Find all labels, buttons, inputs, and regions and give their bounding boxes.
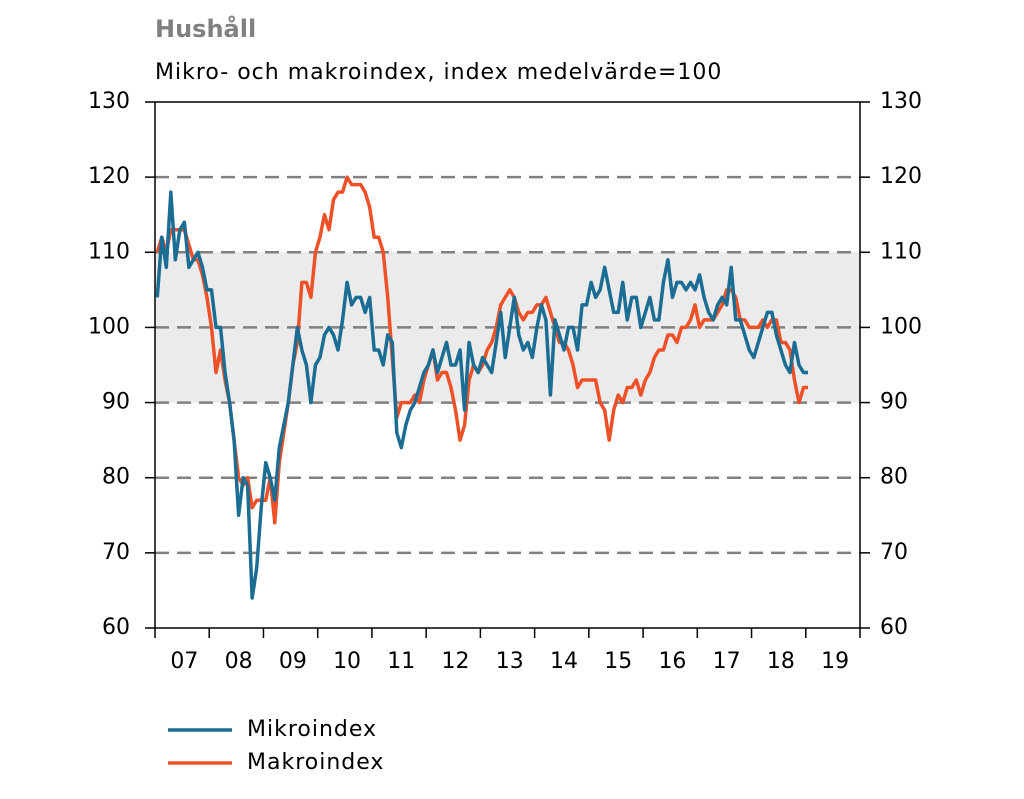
x-tick-label: 07 xyxy=(170,649,198,674)
y2-tick-label: 60 xyxy=(880,615,908,640)
y-tick-label: 120 xyxy=(88,164,130,189)
x-tick-label: 12 xyxy=(442,649,470,674)
y2-tick-label: 110 xyxy=(880,239,922,264)
x-tick-label: 10 xyxy=(333,649,361,674)
y-tick-label: 110 xyxy=(88,239,130,264)
y-tick-label: 100 xyxy=(88,314,130,339)
y-tick-label: 70 xyxy=(102,540,130,565)
x-tick-label: 11 xyxy=(387,649,415,674)
y2-tick-label: 120 xyxy=(880,164,922,189)
y2-tick-label: 100 xyxy=(880,314,922,339)
x-tick-label: 18 xyxy=(767,649,795,674)
series-line xyxy=(155,190,809,600)
y2-tick-label: 80 xyxy=(880,465,908,490)
x-tick-label: 17 xyxy=(713,649,741,674)
legend-label: Makroindex xyxy=(247,750,384,775)
x-tick-label: 19 xyxy=(821,649,849,674)
chart-subtitle: Mikro- och makroindex, index medelvärde=… xyxy=(155,60,722,85)
y2-tick-label: 130 xyxy=(880,89,922,114)
series-line xyxy=(155,175,809,525)
plot-frame xyxy=(154,101,861,629)
y-tick-label: 130 xyxy=(88,89,130,114)
x-tick-label: 13 xyxy=(496,649,524,674)
x-tick-label: 15 xyxy=(604,649,632,674)
x-tick-label: 09 xyxy=(279,649,307,674)
legend-label: Mikroindex xyxy=(247,717,377,742)
x-tick-label: 08 xyxy=(225,649,253,674)
y2-tick-label: 70 xyxy=(880,540,908,565)
x-tick-label: 16 xyxy=(658,649,686,674)
y2-tick-label: 90 xyxy=(880,390,908,415)
chart-title: Hushåll xyxy=(155,14,256,43)
y-tick-label: 90 xyxy=(102,390,130,415)
y-tick-label: 80 xyxy=(102,465,130,490)
y-tick-label: 60 xyxy=(102,615,130,640)
x-tick-label: 14 xyxy=(550,649,578,674)
